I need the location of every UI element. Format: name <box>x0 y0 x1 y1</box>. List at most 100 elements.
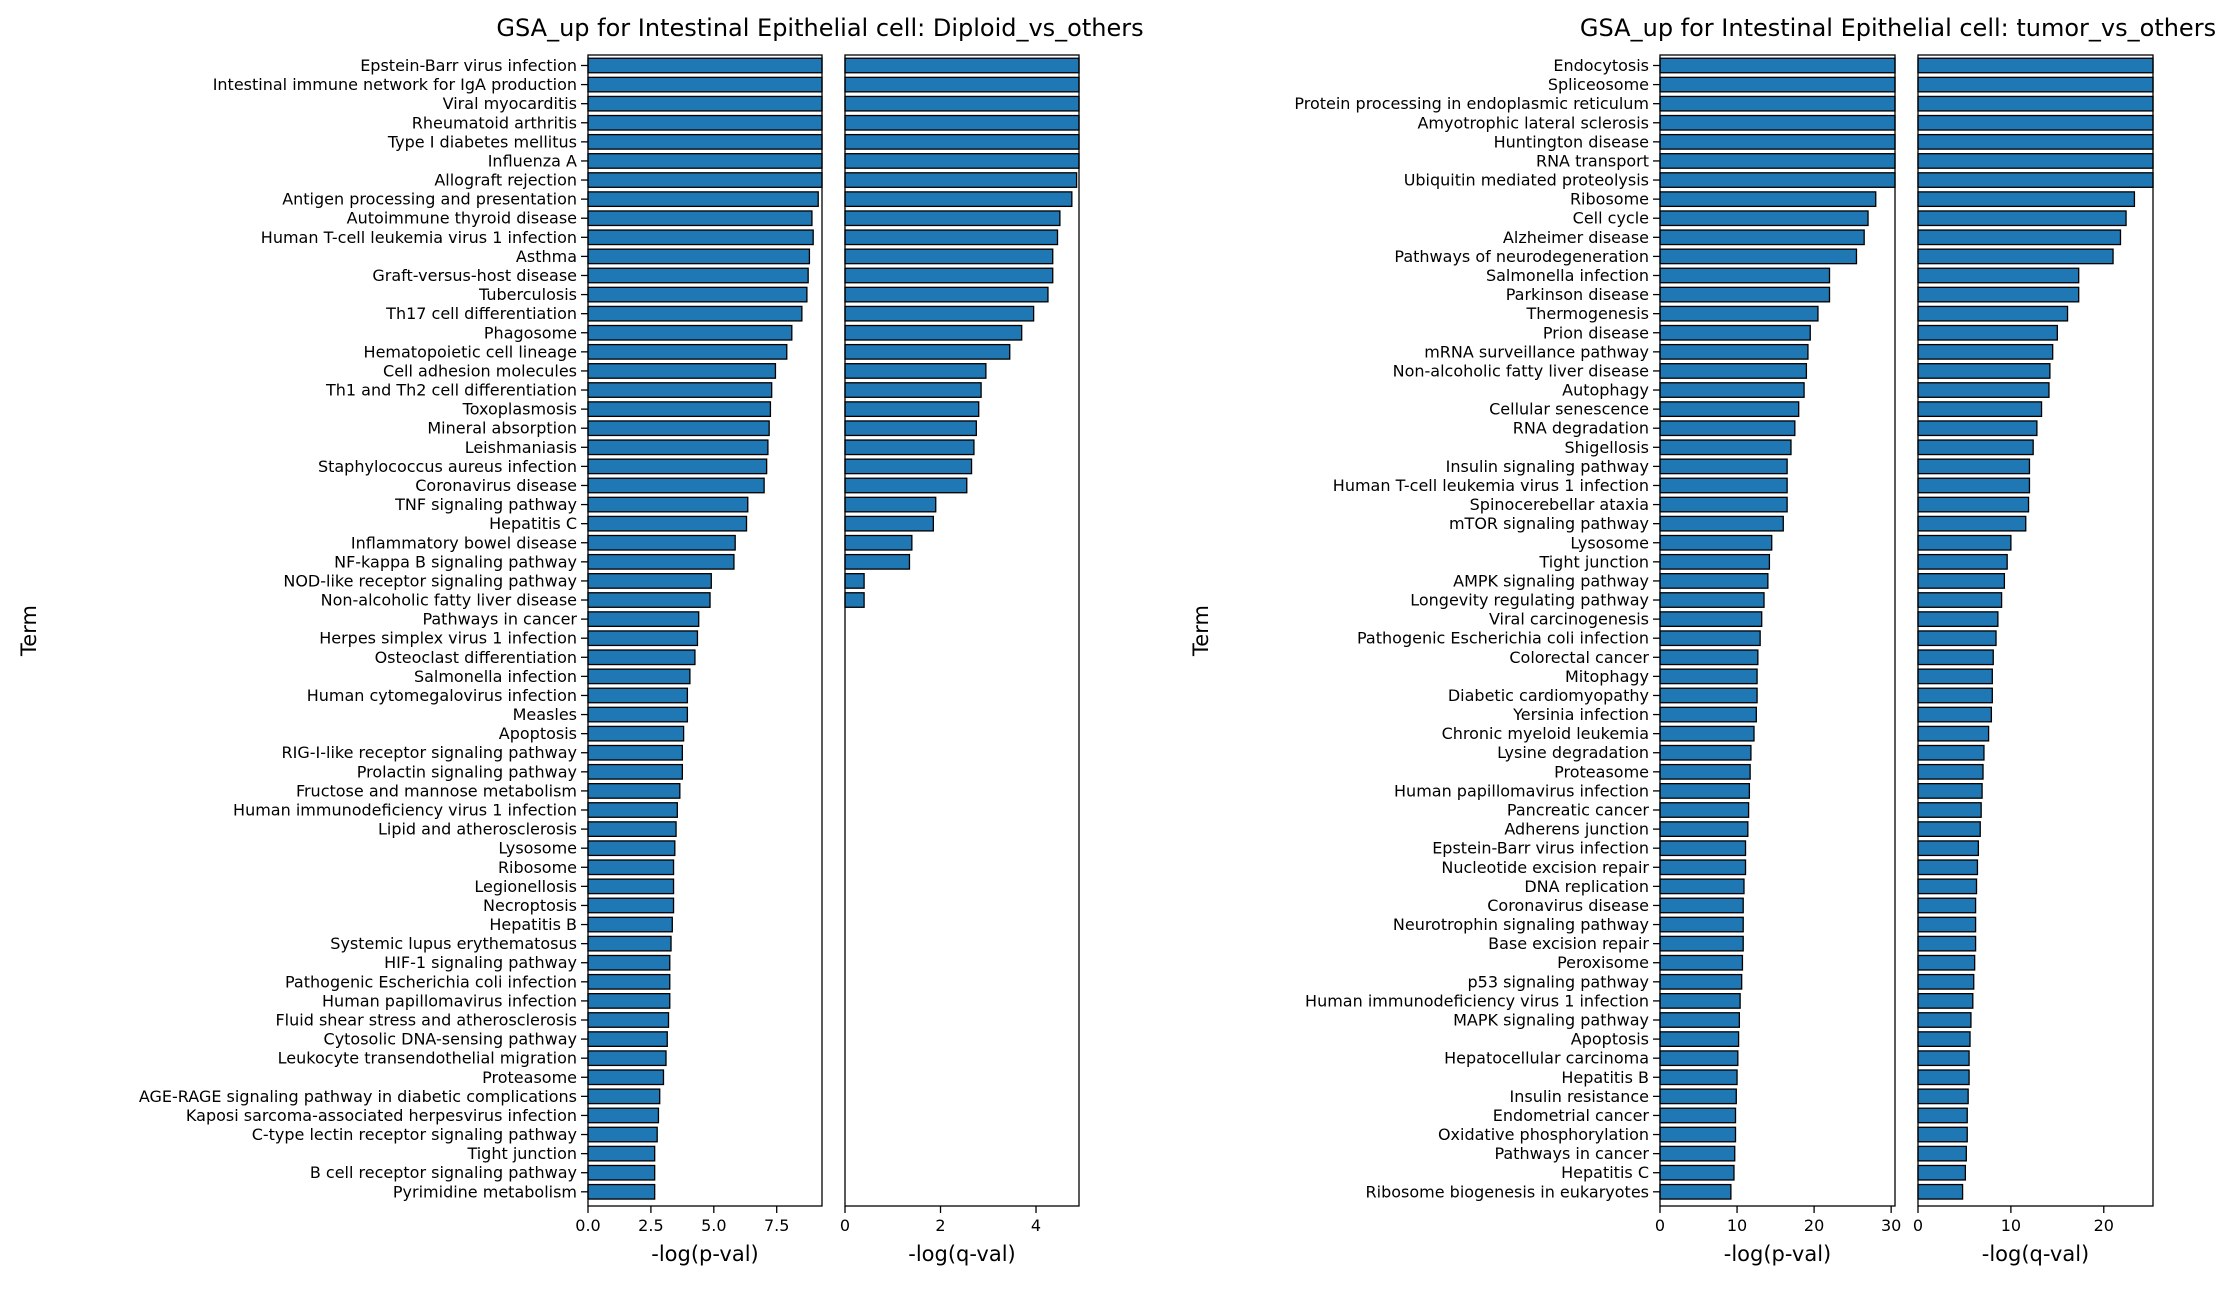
bar <box>1659 592 1765 608</box>
bar <box>1659 133 1896 150</box>
bar <box>1917 305 2069 322</box>
category-label: Insulin resistance <box>1510 1087 1650 1106</box>
bar <box>1917 973 1975 990</box>
bar <box>1917 1012 1972 1028</box>
bar <box>587 973 671 990</box>
category-label: Insulin signaling pathway <box>1446 457 1649 476</box>
bar <box>1659 76 1896 93</box>
bar <box>587 1069 665 1086</box>
bar <box>1659 935 1744 952</box>
category-label: RNA transport <box>1536 151 1649 170</box>
category-label: Phagosome <box>484 323 577 342</box>
bar <box>844 420 977 437</box>
bar <box>1659 382 1805 398</box>
bar <box>1659 1050 1739 1067</box>
bar <box>1659 725 1755 742</box>
bar <box>1659 821 1749 837</box>
category-label: Type I diabetes mellitus <box>387 132 577 151</box>
category-label: Lipid and atherosclerosis <box>378 820 577 839</box>
category-label: mRNA surveillance pathway <box>1424 342 1649 361</box>
category-label: Chronic myeloid leukemia <box>1442 724 1649 743</box>
category-label: Rheumatoid arthritis <box>412 113 577 132</box>
bar <box>1917 630 1997 647</box>
category-label: Non-alcoholic fatty liver disease <box>321 591 577 610</box>
bar <box>1659 573 1769 589</box>
x-tick-label: 0 <box>1655 1216 1665 1235</box>
category-label: Coronavirus disease <box>415 476 577 495</box>
bar <box>587 993 671 1009</box>
bar <box>1659 496 1788 513</box>
category-label: Osteoclast differentiation <box>375 648 577 667</box>
bar <box>587 229 814 246</box>
category-label: Viral myocarditis <box>443 94 577 113</box>
category-label: Ubiquitin mediated proteolysis <box>1404 171 1649 190</box>
category-label: Ribosome biogenesis in eukaryotes <box>1366 1182 1649 1201</box>
bar <box>587 267 809 284</box>
category-label: Peroxisome <box>1557 953 1649 972</box>
category-label: Herpes simplex virus 1 infection <box>319 629 577 648</box>
category-label: Apoptosis <box>499 724 577 743</box>
x-tick-label: 2 <box>935 1216 945 1235</box>
bar <box>1917 935 1977 952</box>
bar <box>1917 496 2030 513</box>
bar <box>1917 515 2027 532</box>
category-label: Alzheimer disease <box>1503 228 1649 247</box>
bar <box>1917 1164 1967 1181</box>
bar <box>1917 725 1990 742</box>
bar <box>1659 477 1788 494</box>
category-label: Leishmaniasis <box>465 438 577 457</box>
category-label: Spinocerebellar ataxia <box>1470 495 1649 514</box>
x-tick-label: 10 <box>1727 1216 1747 1235</box>
bar <box>844 95 1080 112</box>
bar <box>844 229 1059 246</box>
bar <box>1659 1164 1735 1181</box>
category-label: Lysosome <box>1570 533 1649 552</box>
bar <box>1659 1126 1737 1143</box>
category-label: Allograft rejection <box>434 171 577 190</box>
bar <box>587 401 772 418</box>
x-tick-label: 0 <box>840 1216 850 1235</box>
bar <box>1659 305 1819 322</box>
category-label: Asthma <box>516 247 577 266</box>
bar <box>1659 343 1809 360</box>
bar <box>587 153 823 169</box>
x-axis-label: -log(p-val) <box>1724 1242 1831 1266</box>
category-label: Spliceosome <box>1548 75 1649 94</box>
bar <box>844 305 1035 322</box>
category-label: RNA degradation <box>1513 419 1649 438</box>
bar <box>1917 763 1984 780</box>
category-label: Endocytosis <box>1553 56 1649 75</box>
category-label: NF-kappa B signaling pathway <box>334 552 577 571</box>
bar <box>587 1126 658 1143</box>
bar <box>1917 477 2031 494</box>
category-label: Non-alcoholic fatty liver disease <box>1393 361 1649 380</box>
category-label: Amyotrophic lateral sclerosis <box>1417 113 1649 132</box>
bar <box>587 324 793 341</box>
bar <box>1917 382 2050 398</box>
bar <box>587 897 675 914</box>
bar <box>1917 363 2051 379</box>
category-label: Proteasome <box>482 1068 577 1087</box>
category-label: Colorectal cancer <box>1509 648 1649 667</box>
bar <box>1659 324 1811 341</box>
bar <box>844 534 913 551</box>
bar <box>587 611 700 628</box>
bar <box>587 534 736 551</box>
category-label: Neurotrophin signaling pathway <box>1393 915 1649 934</box>
category-label: Human T-cell leukemia virus 1 infection <box>261 228 577 247</box>
bar <box>587 1031 668 1047</box>
bar <box>587 859 675 876</box>
bar <box>1917 706 1993 723</box>
bar <box>587 382 773 398</box>
bar <box>1917 668 1993 685</box>
category-label: AGE-RAGE signaling pathway in diabetic c… <box>139 1087 577 1106</box>
bar <box>587 286 808 303</box>
bar <box>1917 744 1985 761</box>
bar <box>587 305 803 322</box>
bar <box>1917 76 2154 93</box>
bar <box>1659 744 1752 761</box>
plot-frame <box>1917 54 2154 1207</box>
category-label: Measles <box>513 705 577 724</box>
category-label: Toxoplasmosis <box>462 400 577 419</box>
bar <box>1917 1126 1968 1143</box>
